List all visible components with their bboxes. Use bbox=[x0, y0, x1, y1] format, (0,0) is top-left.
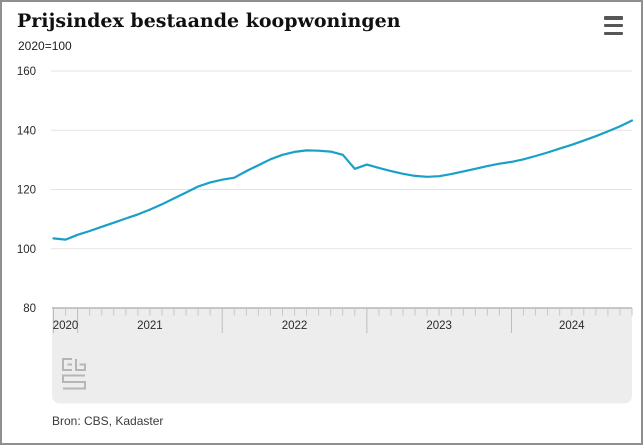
chart-title: Prijsindex bestaande koopwoningen bbox=[17, 10, 401, 32]
y-axis-label: 140 bbox=[17, 125, 36, 137]
y-axis-label: 160 bbox=[17, 66, 36, 78]
hamburger-icon bbox=[604, 16, 623, 20]
price-index-line bbox=[52, 119, 634, 241]
x-axis-year-label: 2022 bbox=[282, 320, 308, 332]
axis-band bbox=[52, 308, 632, 404]
y-axis-label: 120 bbox=[17, 185, 36, 197]
hamburger-icon bbox=[604, 31, 623, 35]
y-axis-label: 100 bbox=[17, 244, 36, 256]
cbs-logo bbox=[62, 358, 86, 390]
source-text: Bron: CBS, Kadaster bbox=[52, 414, 164, 428]
chart-subtitle: 2020=100 bbox=[18, 39, 72, 53]
x-axis-year-label: 2021 bbox=[137, 320, 163, 332]
menu-button[interactable] bbox=[604, 16, 624, 35]
x-axis-year-label: 2023 bbox=[426, 320, 452, 332]
hamburger-icon bbox=[604, 23, 623, 28]
x-axis-year-label: 2020 bbox=[53, 320, 79, 332]
y-axis-label: 80 bbox=[23, 303, 36, 315]
x-axis-year-label: 2024 bbox=[559, 320, 585, 332]
